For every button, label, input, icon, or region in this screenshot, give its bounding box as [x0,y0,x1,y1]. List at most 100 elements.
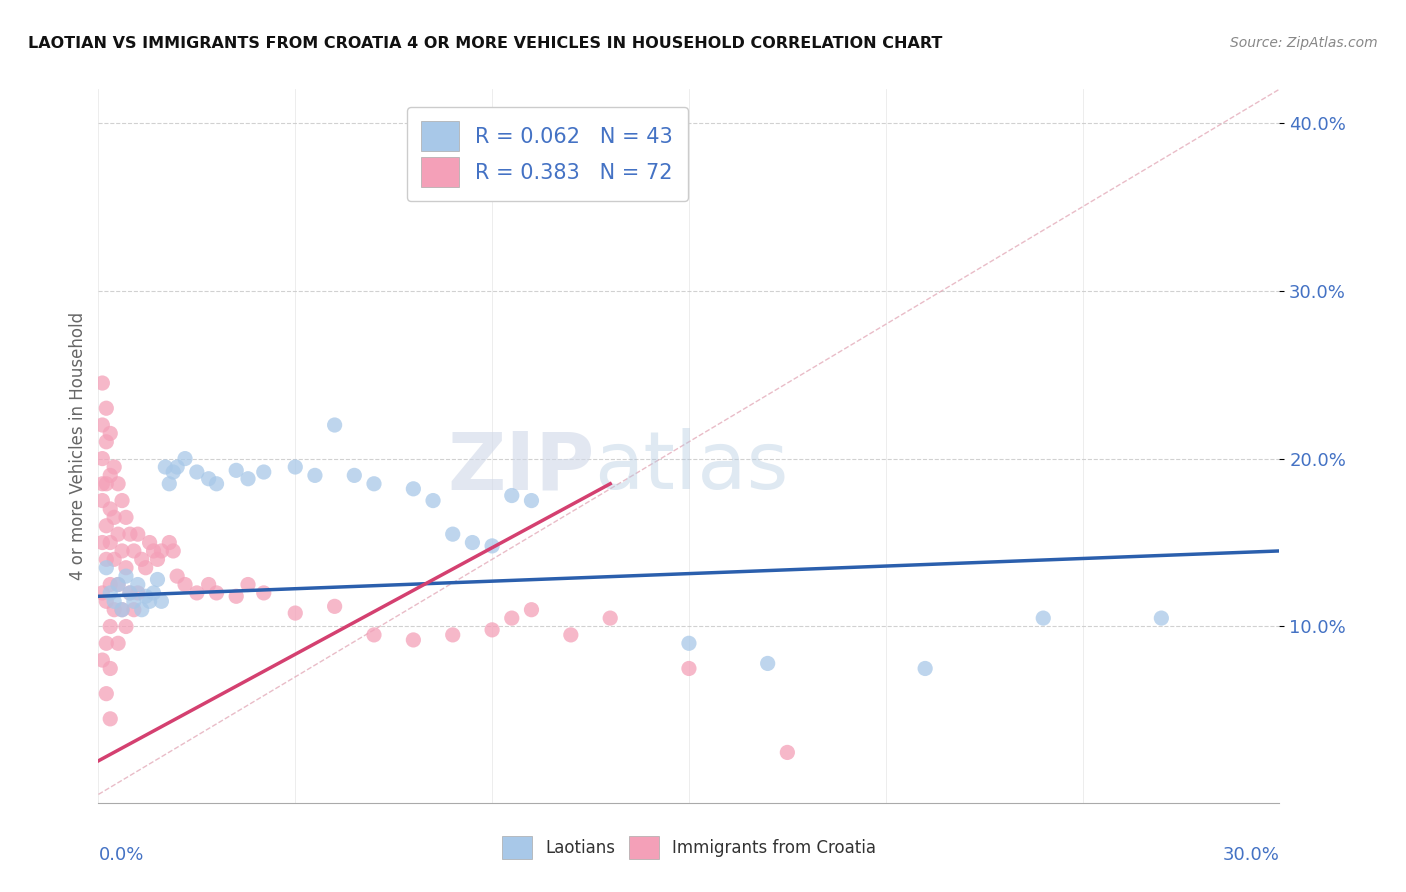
Point [253,465,276,479]
Point [96,518,118,533]
Point [481,623,503,637]
Point [135,560,157,574]
Point [96,560,118,574]
Point [236,577,259,591]
Point [363,476,385,491]
Text: LAOTIAN VS IMMIGRANTS FROM CROATIA 4 OR MORE VEHICLES IN HOUSEHOLD CORRELATION C: LAOTIAN VS IMMIGRANTS FROM CROATIA 4 OR … [28,36,942,51]
Point [197,472,219,486]
Point [560,628,582,642]
Point [166,460,188,475]
Point [98,535,121,549]
Point [146,552,169,566]
Point [363,628,385,642]
Point [96,594,118,608]
Point [520,603,543,617]
Point [131,552,153,566]
Point [103,510,125,524]
Point [98,619,121,633]
Point [236,472,259,486]
Point [107,636,129,650]
Point [131,603,153,617]
Point [115,560,138,574]
Point [186,465,208,479]
Point [155,460,177,475]
Point [96,552,118,566]
Point [146,573,169,587]
Point [441,628,464,642]
Point [776,746,799,760]
Point [91,535,114,549]
Point [107,577,129,591]
Point [115,569,138,583]
Point [323,417,346,432]
Point [118,586,141,600]
Point [441,527,464,541]
Point [103,603,125,617]
Point [501,611,523,625]
Point [142,586,165,600]
Point [96,636,118,650]
Point [205,476,228,491]
Point [150,544,173,558]
Point [1150,611,1173,625]
Point [599,611,621,625]
Point [225,463,247,477]
Point [304,468,326,483]
Point [96,434,118,449]
Point [91,586,114,600]
Point [127,586,149,600]
Text: 30.0%: 30.0% [1223,846,1279,863]
Y-axis label: 4 or more Vehicles in Household: 4 or more Vehicles in Household [69,312,87,580]
Point [284,460,307,475]
Point [138,535,160,549]
Point [253,586,276,600]
Point [402,632,425,647]
Point [98,712,121,726]
Point [91,376,114,390]
Point [162,465,184,479]
Point [205,586,228,600]
Point [111,603,134,617]
Point [91,476,114,491]
Point [118,527,141,541]
Point [150,594,173,608]
Point [98,502,121,516]
Point [186,586,208,600]
Point [756,657,779,671]
Point [96,401,118,416]
Point [115,619,138,633]
Point [461,535,484,549]
Point [225,589,247,603]
Text: Source: ZipAtlas.com: Source: ZipAtlas.com [1230,36,1378,50]
Point [127,527,149,541]
Point [402,482,425,496]
Point [122,544,145,558]
Point [111,493,134,508]
Point [343,468,366,483]
Text: ZIP: ZIP [447,428,595,507]
Point [118,586,141,600]
Point [96,687,118,701]
Point [107,527,129,541]
Point [142,544,165,558]
Point [91,451,114,466]
Point [122,603,145,617]
Point [678,661,700,675]
Point [103,594,125,608]
Point [520,493,543,508]
Point [284,606,307,620]
Point [162,544,184,558]
Point [111,603,134,617]
Point [501,489,523,503]
Point [111,544,134,558]
Point [91,653,114,667]
Point [1032,611,1054,625]
Point [174,577,197,591]
Point [98,426,121,441]
Point [678,636,700,650]
Point [422,493,444,508]
Point [138,594,160,608]
Point [107,577,129,591]
Point [914,661,936,675]
Legend: Laotians, Immigrants from Croatia: Laotians, Immigrants from Croatia [495,829,883,866]
